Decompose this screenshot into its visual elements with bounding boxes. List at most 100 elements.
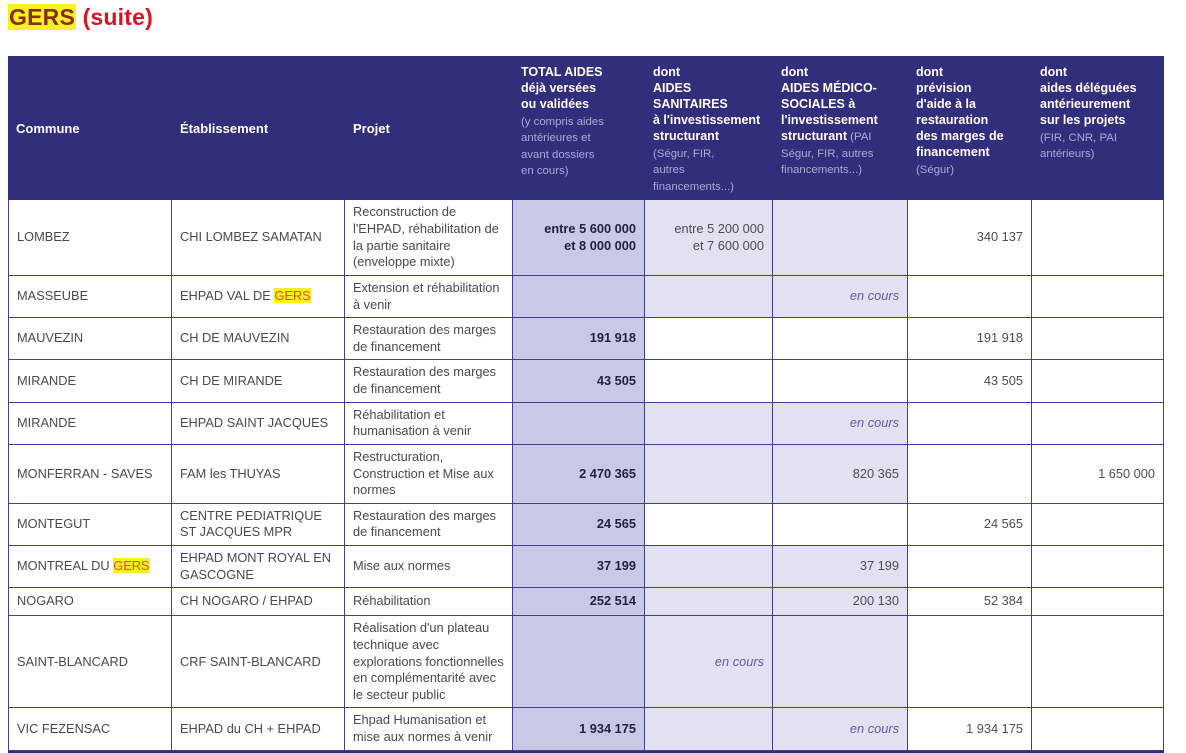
cell-projet: Réhabilitation et humanisation à venir bbox=[345, 402, 513, 445]
table-row: LOMBEZ CHI LOMBEZ SAMATAN Reconstruction d… bbox=[8, 200, 1164, 276]
col-header-etablissement: Établissement bbox=[172, 56, 345, 200]
aides-table: Commune Établissement Projet TOTAL AIDES dé… bbox=[8, 56, 1164, 753]
cell-sanitaires bbox=[645, 546, 773, 589]
cell-deleguees bbox=[1032, 275, 1164, 319]
cell-medico bbox=[773, 318, 908, 361]
cell-commune: MONTREAL DU GERS bbox=[8, 546, 172, 589]
cell-commune: VIC FEZENSAC bbox=[8, 708, 172, 751]
table-row: MIRANDE CH DE MIRANDE Restauration des mar… bbox=[8, 360, 1164, 403]
col-header-subtext: (PAI Ségur, FIR, autres financements...) bbox=[781, 131, 874, 177]
table-row: MONTREAL DU GERS EHPAD MONT ROYAL EN GASC… bbox=[8, 546, 1164, 589]
cell-total: 252 514 bbox=[513, 588, 645, 617]
cell-total: 24 565 bbox=[513, 503, 645, 546]
cell-deleguees bbox=[1032, 503, 1164, 546]
cell-prevision: 43 505 bbox=[908, 360, 1032, 403]
table-row: MASSEUBE EHPAD VAL DE GERS Extension et ré… bbox=[8, 275, 1164, 319]
cell-commune: MAUVEZIN bbox=[8, 318, 172, 361]
cell-sanitaires: en cours bbox=[645, 616, 773, 709]
cell-deleguees bbox=[1032, 588, 1164, 617]
cell-deleguees bbox=[1032, 546, 1164, 589]
cell-deleguees bbox=[1032, 616, 1164, 709]
cell-projet: Restauration des marges de financement bbox=[345, 503, 513, 546]
cell-prevision: 24 565 bbox=[908, 503, 1032, 546]
cell-etablissement: EHPAD du CH + EHPAD bbox=[172, 708, 345, 751]
cell-medico: 37 199 bbox=[773, 546, 908, 589]
cell-commune: NOGARO bbox=[8, 588, 172, 617]
cell-sanitaires bbox=[645, 503, 773, 546]
table-row: SAINT-BLANCARD CRF SAINT-BLANCARD Réalisat… bbox=[8, 616, 1164, 709]
cell-deleguees bbox=[1032, 318, 1164, 361]
cell-etablissement: CRF SAINT-BLANCARD bbox=[172, 616, 345, 709]
cell-deleguees bbox=[1032, 708, 1164, 751]
cell-deleguees bbox=[1032, 402, 1164, 445]
col-header-aides-medico-sociales: dont AIDES MÉDICO- SOCIALES à l'investis… bbox=[773, 56, 908, 200]
table-row: NOGARO CH NOGARO / EHPAD Réhabilitation 252… bbox=[8, 588, 1164, 617]
search-highlight: GERS bbox=[274, 288, 311, 304]
page-title-suffix: (suite) bbox=[75, 4, 153, 30]
cell-sanitaires: entre 5 200 000 et 7 600 000 bbox=[645, 200, 773, 276]
cell-commune: MASSEUBE bbox=[8, 275, 172, 319]
cell-medico bbox=[773, 360, 908, 403]
cell-prevision bbox=[908, 444, 1032, 504]
cell-commune: LOMBEZ bbox=[8, 200, 172, 276]
cell-projet: Reconstruction de l'EHPAD, réhabilitatio… bbox=[345, 200, 513, 276]
cell-prevision: 191 918 bbox=[908, 318, 1032, 361]
cell-medico: en cours bbox=[773, 402, 908, 445]
cell-projet: Réhabilitation bbox=[345, 588, 513, 617]
col-header-total-aides: TOTAL AIDES déjà versées ou validées (y … bbox=[513, 56, 645, 200]
cell-prevision bbox=[908, 616, 1032, 709]
cell-commune: MIRANDE bbox=[8, 402, 172, 445]
cell-prevision bbox=[908, 402, 1032, 445]
col-header-label: dont aides déléguées antérieurement sur … bbox=[1040, 65, 1137, 127]
col-header-commune: Commune bbox=[8, 56, 172, 200]
cell-sanitaires bbox=[645, 360, 773, 403]
cell-sanitaires bbox=[645, 444, 773, 504]
cell-etablissement: CHI LOMBEZ SAMATAN bbox=[172, 200, 345, 276]
cell-etablissement: EHPAD SAINT JACQUES bbox=[172, 402, 345, 445]
col-header-projet: Projet bbox=[345, 56, 513, 200]
search-highlight: GERS bbox=[113, 558, 150, 574]
cell-prevision: 52 384 bbox=[908, 588, 1032, 617]
cell-deleguees: 1 650 000 bbox=[1032, 444, 1164, 504]
col-header-label: Commune bbox=[16, 120, 80, 136]
table-row: MAUVEZIN CH DE MAUVEZIN Restauration des m… bbox=[8, 318, 1164, 361]
page-title: GERS (suite) bbox=[8, 4, 153, 31]
cell-sanitaires bbox=[645, 588, 773, 617]
cell-medico: 820 365 bbox=[773, 444, 908, 504]
cell-total: 191 918 bbox=[513, 318, 645, 361]
cell-medico: 200 130 bbox=[773, 588, 908, 617]
cell-total bbox=[513, 616, 645, 709]
col-header-subtext: (Ségur, FIR, autres financements...) bbox=[653, 147, 735, 193]
cell-etablissement: CH DE MIRANDE bbox=[172, 360, 345, 403]
col-header-aides-deleguees: dont aides déléguées antérieurement sur … bbox=[1032, 56, 1164, 200]
col-header-subtext: (FIR, CNR, PAI antérieurs) bbox=[1040, 131, 1117, 161]
cell-projet: Réalisation d'un plateau technique avec … bbox=[345, 616, 513, 709]
cell-sanitaires bbox=[645, 275, 773, 319]
search-highlight: GERS bbox=[8, 4, 76, 30]
col-header-label: TOTAL AIDES déjà versées ou validées bbox=[521, 65, 603, 111]
cell-commune: MONTEGUT bbox=[8, 503, 172, 546]
col-header-label: Projet bbox=[353, 120, 390, 136]
col-header-prevision-restauration-marges: dont prévision d'aide à la restauration … bbox=[908, 56, 1032, 200]
cell-sanitaires bbox=[645, 402, 773, 445]
col-header-subtext: (y compris aides antérieures et avant do… bbox=[521, 115, 604, 178]
table-row: MONTEGUT CENTRE PEDIATRIQUE ST JACQUES MP… bbox=[8, 503, 1164, 546]
cell-medico bbox=[773, 616, 908, 709]
cell-projet: Extension et réhabilitation à venir bbox=[345, 275, 513, 319]
cell-commune: MIRANDE bbox=[8, 360, 172, 403]
table-header-row: Commune Établissement Projet TOTAL AIDES dé… bbox=[8, 56, 1164, 201]
col-header-subtext: (Ségur) bbox=[916, 163, 954, 176]
cell-etablissement: CH NOGARO / EHPAD bbox=[172, 588, 345, 617]
cell-prevision: 340 137 bbox=[908, 200, 1032, 276]
cell-projet: Restauration des marges de financement bbox=[345, 360, 513, 403]
cell-etablissement: EHPAD VAL DE GERS bbox=[172, 275, 345, 319]
cell-projet: Restauration des marges de financement bbox=[345, 318, 513, 361]
cell-projet: Ehpad Humanisation et mise aux normes à … bbox=[345, 708, 513, 751]
table-row: VIC FEZENSAC EHPAD du CH + EHPAD Ehpad Hum… bbox=[8, 708, 1164, 751]
cell-prevision: 1 934 175 bbox=[908, 708, 1032, 751]
cell-projet: Restructuration, Construction et Mise au… bbox=[345, 444, 513, 504]
cell-sanitaires bbox=[645, 318, 773, 361]
cell-medico bbox=[773, 200, 908, 276]
col-header-aides-sanitaires: dont AIDES SANITAIRES à l'investissement… bbox=[645, 56, 773, 200]
cell-total: 43 505 bbox=[513, 360, 645, 403]
